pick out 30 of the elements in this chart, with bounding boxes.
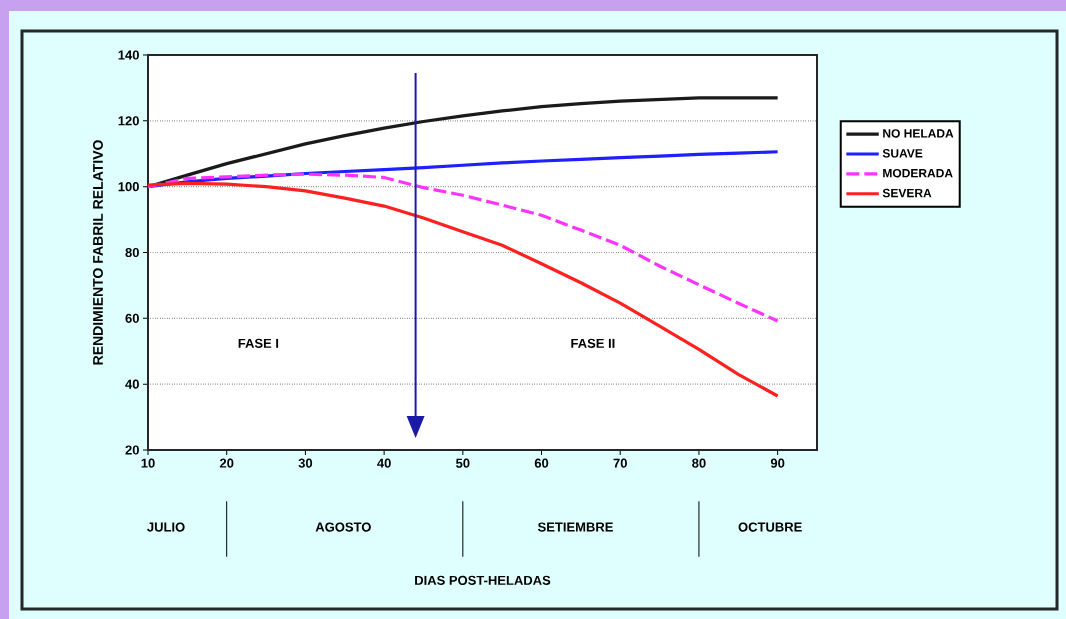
y-tick-label: 120: [118, 116, 139, 126]
text: SETIEMBRE: [537, 522, 613, 532]
y-axis-title: RENDIMIENTO FABRIL RELATIVO: [92, 140, 103, 365]
text: AGOSTO: [315, 522, 371, 532]
y-tick-label: 140: [118, 50, 139, 60]
legend-label: SEVERA: [882, 188, 932, 198]
y-tick-label: 100: [118, 182, 139, 192]
annotation: FASE I: [238, 338, 279, 348]
annotation: FASE II: [571, 338, 615, 348]
legend-label: NO HELADA: [883, 129, 954, 138]
y-tick-label: 80: [125, 247, 139, 258]
legend-label: MODERADA: [883, 168, 953, 178]
x-tick-label: 40: [377, 458, 391, 468]
line-series: [146, 172, 780, 323]
y-tick-label: 20: [125, 445, 139, 455]
x-tick-label: 70: [613, 458, 627, 468]
text: OCTUBRE: [738, 522, 802, 532]
x-tick-label: 50: [456, 458, 470, 468]
text: DIAS POST-HELADAS: [415, 575, 551, 585]
y-tick-label: 60: [125, 313, 139, 323]
y-tick-label: 40: [125, 379, 139, 389]
x-tick-label: 20: [219, 458, 234, 468]
x-tick-label: 10: [141, 458, 155, 468]
x-tick-label: 80: [692, 458, 706, 468]
legend-label: SUAVE: [882, 149, 923, 158]
x-tick-label: 90: [770, 458, 785, 468]
line-series: [146, 181, 780, 398]
x-tick-label: 30: [298, 458, 313, 468]
text: JULIO: [147, 522, 185, 532]
x-tick-label: 60: [534, 458, 549, 468]
